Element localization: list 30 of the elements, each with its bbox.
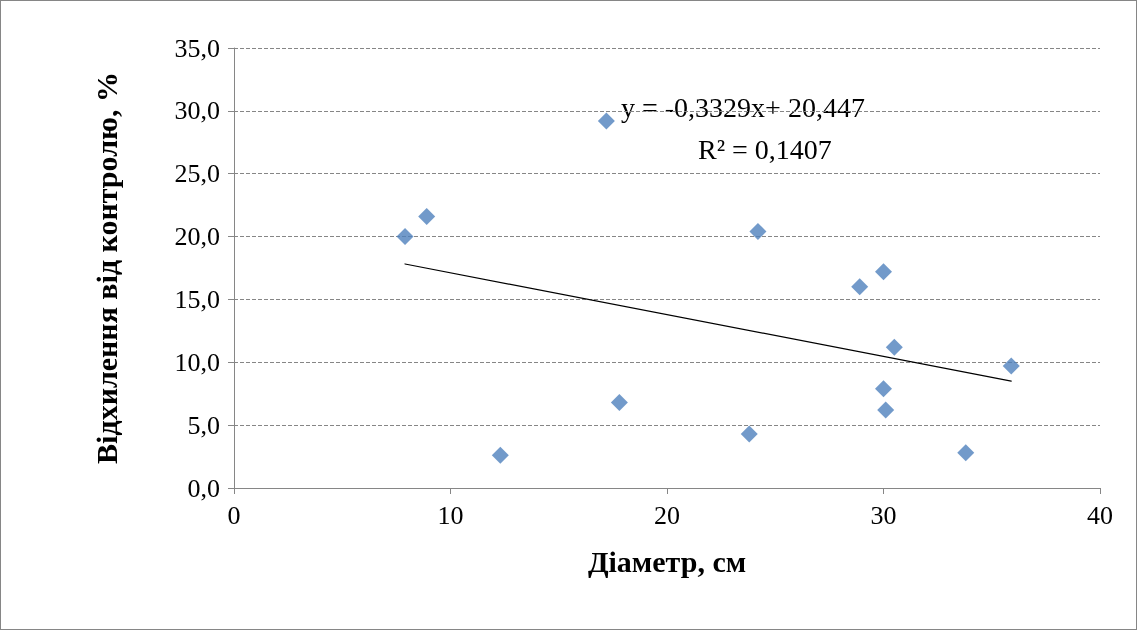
point [885, 338, 903, 356]
x-tick-label: 40 [1087, 500, 1113, 530]
point [597, 112, 615, 130]
point [491, 446, 509, 464]
y-tick-label: 10,0 [174, 347, 220, 377]
point [1002, 357, 1020, 375]
x-tick-label: 0 [227, 500, 241, 530]
point [740, 425, 758, 443]
x-tick-label: 30 [870, 500, 897, 530]
point [418, 207, 436, 225]
point [957, 444, 975, 462]
y-tick-label: 5,0 [187, 410, 220, 440]
x-axis-title: Діаметр, см [587, 544, 747, 578]
y-tick-label: 0,0 [187, 473, 220, 503]
point [610, 394, 628, 412]
y-tick-label: 20,0 [174, 222, 220, 252]
y-tick-label: 30,0 [174, 96, 220, 126]
point [875, 263, 892, 281]
point [851, 278, 869, 296]
y-axis-title: Відхилення від контролю, % [89, 72, 123, 464]
annotation: R² = 0,1407 [698, 133, 832, 165]
y-tick-label: 35,0 [174, 33, 220, 63]
point [875, 380, 892, 398]
point [396, 228, 414, 246]
x-tick-label: 20 [654, 500, 680, 530]
x-tick-label: 10 [437, 500, 464, 530]
y-tick-label: 15,0 [174, 284, 220, 314]
point [749, 223, 767, 241]
point [877, 401, 895, 419]
y-tick-label: 25,0 [174, 159, 220, 189]
